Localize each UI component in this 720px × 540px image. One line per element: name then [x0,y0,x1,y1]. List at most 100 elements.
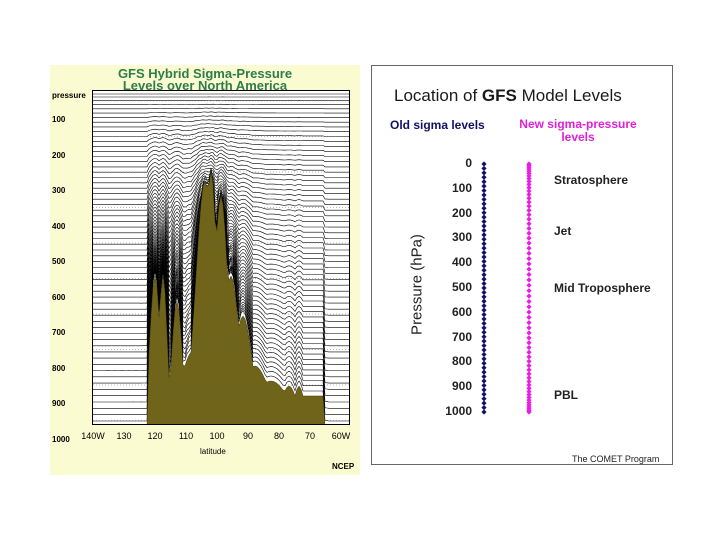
old-sigma-level [481,378,487,384]
new-hybrid-level [526,382,532,388]
new-hybrid-level [526,175,532,182]
new-hybrid-level [526,330,532,336]
x-tick-label: 90 [242,431,253,441]
old-sigma-level [481,334,487,340]
old-sigma-level [481,342,487,349]
new-hybrid-level [526,245,532,251]
model-level-line [93,123,349,128]
new-hybrid-level [526,207,532,213]
old-sigma-level [481,387,487,393]
model-level-line [93,152,349,168]
new-hybrid-level [526,250,532,256]
cross-section-plot [92,90,350,425]
comet-credit: The COMET Program [572,454,660,464]
new-hybrid-level [526,221,532,227]
new-hybrid-level [526,173,532,179]
old-sigma-level [481,382,487,389]
new-hybrid-level [526,212,532,218]
y-tick-label: 100 [52,115,66,124]
left-figure-title-line1: GFS Hybrid Sigma-Pressure [117,66,293,81]
new-hybrid-level [526,385,532,392]
new-hybrid-level [526,199,532,205]
y-tick-label: 1000 [52,434,70,444]
pressure-tick-label: 700 [451,329,472,344]
new-hybrid-level [526,288,532,294]
new-hybrid-level [526,181,532,187]
pressure-tick-label: 600 [451,304,472,319]
new-hybrid-level [526,378,532,385]
pressure-tick-label: 300 [451,230,472,245]
new-hybrid-level [526,203,532,209]
pressure-tick-label: 1000 [445,404,472,418]
old-sigma-level [481,223,487,229]
y-tick-label: 500 [52,257,66,266]
region-label: PBL [554,387,578,402]
new-hybrid-level [526,191,532,198]
old-sigma-level [481,267,487,273]
old-sigma-level [481,365,487,371]
old-sigma-level [481,311,487,318]
old-sigma-level [481,249,487,256]
new-hybrid-level [526,358,532,364]
old-sigma-level [481,272,487,278]
old-sigma-level [481,400,487,406]
old-sigma-level [481,232,487,238]
old-sigma-level [481,241,487,247]
model-level-line [93,115,349,118]
model-level-line [93,107,349,110]
model-level-line [93,173,349,211]
new-hybrid-level [526,340,532,346]
old-sigma-level [481,356,487,362]
y-tick-label: 400 [52,221,66,231]
new-hybrid-level [526,304,532,310]
new-hybrid-level [526,225,532,232]
pressure-tick-label: 900 [451,379,472,394]
old-sigma-level [481,205,487,211]
new-hybrid-level [526,409,532,415]
old-sigma-level [481,214,487,220]
pressure-tick-label: 500 [451,280,472,294]
new-hybrid-level [526,261,532,267]
new-hybrid-level [526,195,532,201]
old-sigma-level [481,329,487,335]
y-tick-label: 700 [52,328,66,337]
model-level-line [93,179,349,222]
new-hybrid-level [526,394,532,401]
pressure-tick-label: 400 [451,255,472,270]
model-level-line [93,168,349,422]
old-sigma-level [481,170,487,176]
new-hybrid-level [526,354,532,360]
model-level-line [93,182,349,228]
old-sigma-level [481,404,487,411]
new-hybrid-level [526,325,532,331]
old-sigma-level [481,263,487,269]
old-sigma-level [481,245,487,251]
model-level-line [93,141,349,152]
model-level-line [93,170,349,200]
new-hybrid-level [526,240,532,246]
old-sigma-level [481,196,487,203]
x-tick-label: 130 [116,431,132,441]
x-tick-label: 70 [304,431,315,441]
region-label: Stratosphere [554,173,629,188]
model-level-line [93,171,349,205]
new-levels-label-line2: levels [561,130,595,144]
model-level-line [93,183,349,234]
model-level-line [93,145,349,157]
model-level-line [93,161,349,184]
new-hybrid-level [526,298,532,305]
model-levels-diagram: Location of GFS Model Levels Old sigma l… [371,65,673,465]
new-hybrid-level [526,309,532,315]
old-sigma-level [481,316,487,322]
region-label: Jet [554,223,572,238]
old-sigma-level [481,369,487,375]
x-axis-label: latitude [200,447,226,456]
new-hybrid-level [526,235,532,241]
title-prefix: Location of [394,86,482,105]
old-sigma-level [481,276,487,282]
old-sigma-level [481,285,487,291]
new-hybrid-level [526,178,532,184]
new-hybrid-level [526,277,532,283]
model-level-line [93,157,349,178]
old-sigma-level [481,218,487,225]
